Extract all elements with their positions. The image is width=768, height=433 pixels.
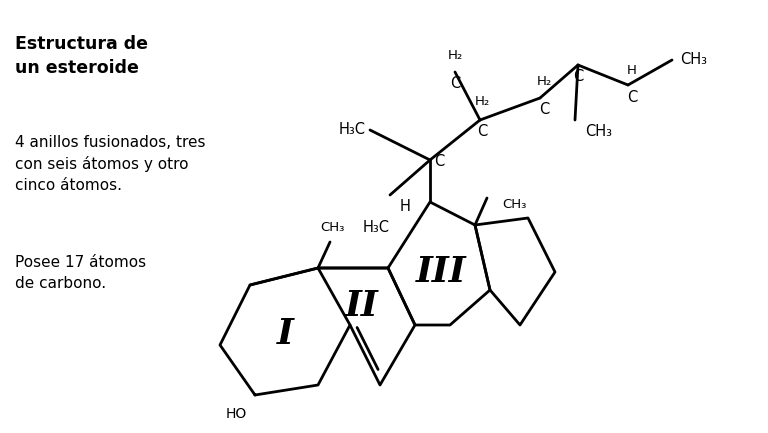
Text: H₂: H₂ <box>448 49 462 62</box>
Text: 4 anillos fusionados, tres
con seis átomos y otro
cinco átomos.: 4 anillos fusionados, tres con seis átom… <box>15 135 206 194</box>
Text: H₂: H₂ <box>475 95 490 108</box>
Text: Posee 17 átomos
de carbono.: Posee 17 átomos de carbono. <box>15 255 146 291</box>
Text: HO: HO <box>226 407 247 421</box>
Text: H₃C: H₃C <box>363 220 390 235</box>
Text: Estructura de
un esteroide: Estructura de un esteroide <box>15 35 148 77</box>
Text: H: H <box>627 64 637 77</box>
Text: CH₃: CH₃ <box>585 124 612 139</box>
Text: H₃C: H₃C <box>339 123 366 138</box>
Text: III: III <box>416 255 467 290</box>
Text: C: C <box>573 69 583 84</box>
Text: C: C <box>477 124 487 139</box>
Text: II: II <box>345 290 379 323</box>
Text: C: C <box>434 155 444 169</box>
Text: C: C <box>627 90 637 105</box>
Text: H: H <box>400 199 411 214</box>
Text: H₂: H₂ <box>536 75 551 88</box>
Text: CH₃: CH₃ <box>680 52 707 68</box>
Text: CH₃: CH₃ <box>502 197 526 210</box>
Text: C: C <box>539 102 549 117</box>
Text: I: I <box>276 317 293 351</box>
Text: C: C <box>450 76 460 91</box>
Text: CH₃: CH₃ <box>319 221 344 234</box>
